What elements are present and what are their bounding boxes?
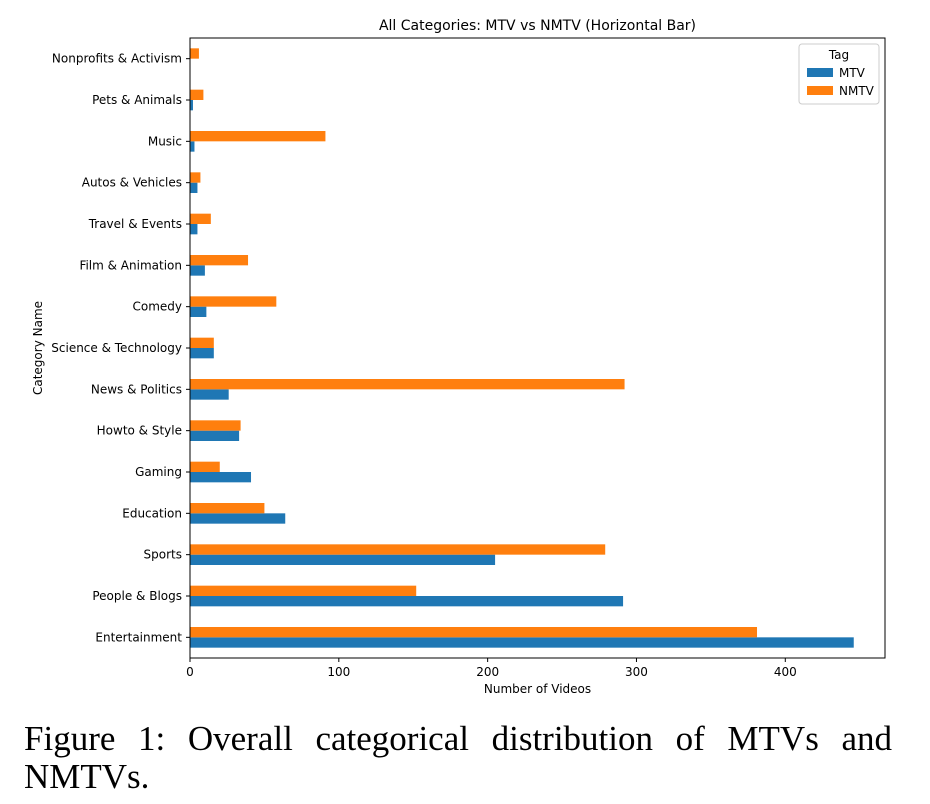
- bar-nmtv-autos-vehicles: [190, 172, 201, 183]
- y-tick-label: Film & Animation: [79, 258, 182, 272]
- bar-mtv-music: [190, 141, 195, 152]
- y-tick-label: Education: [122, 506, 182, 520]
- chart: All Categories: MTV vs NMTV (Horizontal …: [31, 18, 886, 696]
- y-tick-label: Gaming: [135, 465, 182, 479]
- y-tick-label: Autos & Vehicles: [82, 176, 182, 190]
- figure-caption: Figure 1: Overall categorical distributi…: [24, 719, 892, 796]
- y-axis-ticks: Entertainment People & Blogs Sports Educati…: [51, 52, 190, 644]
- bar-mtv-entertainment: [190, 637, 854, 648]
- bars-group: [190, 48, 854, 648]
- legend-swatch-nmtv: [807, 86, 833, 95]
- bar-mtv-howto-style: [190, 430, 240, 441]
- x-tick-label: 200: [476, 665, 499, 679]
- bar-nmtv-travel-events: [190, 213, 211, 224]
- legend-label-nmtv: NMTV: [839, 84, 875, 98]
- x-tick-label: 0: [186, 665, 194, 679]
- y-tick-label: News & Politics: [91, 382, 182, 396]
- bar-nmtv-pets-animals: [190, 89, 204, 100]
- bar-mtv-comedy: [190, 306, 207, 317]
- bar-nmtv-entertainment: [190, 627, 758, 638]
- bar-mtv-travel-events: [190, 224, 198, 235]
- bar-nmtv-nonprofits-activism: [190, 48, 199, 59]
- legend: Tag MTV NMTV: [798, 43, 880, 105]
- y-axis-label: Category Name: [31, 301, 45, 395]
- legend-title: Tag: [828, 48, 849, 62]
- y-tick-label: Howto & Style: [97, 424, 182, 438]
- bar-mtv-gaming: [190, 472, 252, 483]
- x-axis-label: Number of Videos: [484, 682, 591, 696]
- bar-nmtv-sports: [190, 544, 606, 555]
- legend-label-mtv: MTV: [839, 66, 866, 80]
- bar-nmtv-education: [190, 503, 265, 514]
- bar-mtv-pets-animals: [190, 100, 193, 111]
- y-tick-label: Entertainment: [95, 630, 182, 644]
- bar-nmtv-science-technology: [190, 337, 214, 348]
- bar-nmtv-howto-style: [190, 420, 241, 431]
- chart-title: All Categories: MTV vs NMTV (Horizontal …: [379, 18, 696, 34]
- y-tick-label: Travel & Events: [88, 217, 182, 231]
- y-tick-label: Music: [148, 134, 182, 148]
- bar-mtv-news-politics: [190, 389, 229, 400]
- bar-nmtv-film-animation: [190, 255, 249, 266]
- bar-nmtv-comedy: [190, 296, 277, 307]
- legend-swatch-mtv: [807, 68, 833, 77]
- bar-mtv-education: [190, 513, 286, 524]
- bar-nmtv-gaming: [190, 461, 220, 472]
- y-tick-label: Science & Technology: [51, 341, 182, 355]
- bar-mtv-science-technology: [190, 348, 214, 359]
- y-tick-label: People & Blogs: [92, 589, 182, 603]
- x-tick-label: 400: [774, 665, 797, 679]
- bar-mtv-people-blogs: [190, 596, 624, 607]
- x-axis-ticks: 0 100 200 300 400: [186, 658, 797, 679]
- y-tick-label: Sports: [144, 548, 182, 562]
- x-tick-label: 100: [327, 665, 350, 679]
- bar-mtv-autos-vehicles: [190, 182, 198, 193]
- bar-mtv-sports: [190, 554, 496, 565]
- y-tick-label: Comedy: [132, 300, 182, 314]
- bar-nmtv-news-politics: [190, 379, 625, 390]
- x-tick-label: 300: [625, 665, 648, 679]
- bar-nmtv-music: [190, 131, 326, 142]
- bar-nmtv-people-blogs: [190, 585, 417, 596]
- y-tick-label: Nonprofits & Activism: [52, 52, 182, 66]
- bar-mtv-film-animation: [190, 265, 205, 276]
- y-tick-label: Pets & Animals: [92, 93, 182, 107]
